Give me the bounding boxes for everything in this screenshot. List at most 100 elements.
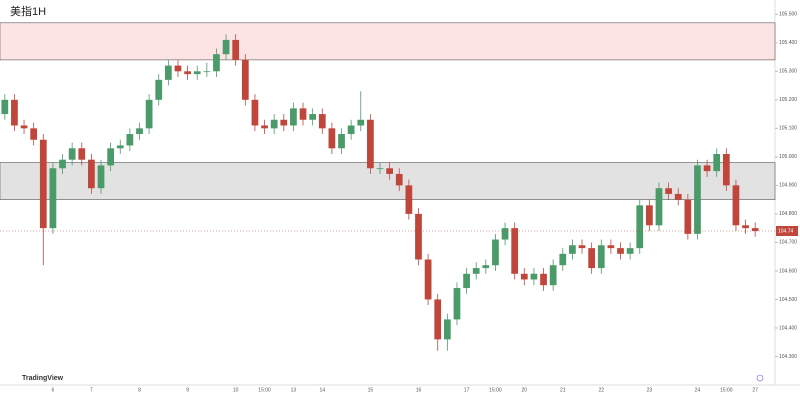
candle-body — [116, 145, 124, 149]
x-tick-label: 23 — [647, 387, 653, 393]
candle-body — [20, 125, 28, 129]
candle-body — [232, 39, 240, 60]
candle-body — [501, 228, 509, 240]
candle-body — [655, 188, 663, 226]
candle-body — [386, 168, 393, 174]
y-tick-label: 104.300 — [779, 354, 797, 360]
candle-body — [434, 299, 442, 340]
candle-body — [251, 99, 259, 126]
candle-body — [59, 159, 66, 169]
candle-body — [164, 65, 172, 80]
x-tick-label: 15:00 — [720, 387, 733, 393]
candle-body — [559, 253, 567, 266]
candle-body — [261, 125, 268, 129]
x-tick-label: 24 — [695, 387, 701, 393]
candle-body — [241, 59, 249, 100]
candle-body — [309, 114, 317, 120]
y-tick-label: 104.700 — [779, 240, 797, 246]
candle-body — [520, 273, 528, 280]
candle-body — [443, 319, 451, 340]
candle-body — [665, 188, 672, 194]
candle-body — [530, 273, 538, 280]
candle-body — [174, 65, 182, 72]
candle-body — [636, 205, 644, 249]
candle-body — [492, 239, 499, 266]
candle-body — [415, 213, 422, 260]
candle-body — [290, 108, 297, 126]
x-tick-label: 8 — [138, 387, 141, 393]
candle-body — [395, 173, 403, 186]
candle-body — [299, 108, 307, 120]
x-tick-label: 17 — [464, 387, 470, 393]
last-price-tag — [776, 226, 798, 236]
candle-body — [751, 228, 759, 231]
y-tick-label: 105.500 — [779, 12, 797, 18]
candle-body — [68, 148, 76, 160]
x-tick-label: 15 — [368, 387, 374, 393]
x-tick-label: 22 — [598, 387, 604, 393]
candle-body — [617, 248, 624, 254]
chart-title: 美指1H — [10, 4, 46, 18]
candle-body — [222, 39, 230, 55]
candle-body — [97, 165, 105, 189]
candle-body — [126, 134, 134, 146]
candle-body — [694, 165, 701, 234]
candle-body — [11, 99, 18, 126]
candle-body — [684, 199, 692, 234]
x-tick-label: 21 — [560, 387, 566, 393]
x-tick-label: 9 — [186, 387, 189, 393]
candle-body — [318, 114, 326, 129]
candle-body — [626, 248, 634, 254]
y-tick-label: 104.500 — [779, 297, 797, 303]
y-tick-label: 105.100 — [779, 126, 797, 132]
zone — [0, 162, 776, 200]
candle-body — [193, 71, 201, 75]
y-tick-label: 104.900 — [779, 183, 797, 189]
candle-body — [511, 228, 519, 274]
candle-body — [184, 71, 191, 75]
y-tick-label: 104.600 — [779, 268, 797, 274]
candle-body — [136, 128, 143, 135]
candle-body — [674, 193, 682, 200]
candle-body — [357, 119, 365, 126]
candle-body — [1, 99, 9, 115]
candle-body — [155, 79, 163, 100]
candle-body — [347, 125, 355, 135]
candle-body — [49, 168, 57, 229]
x-tick-label: 7 — [90, 387, 93, 393]
x-tick-label: 16 — [416, 387, 422, 393]
candle-body — [203, 71, 211, 73]
y-tick-label: 105.400 — [779, 40, 797, 46]
last-price-label: 104.74 — [778, 228, 794, 234]
x-tick-label: 20 — [522, 387, 528, 393]
x-tick-label: 15:00 — [489, 387, 502, 393]
candle-body — [482, 265, 490, 269]
x-tick-label: 15:00 — [258, 387, 271, 393]
x-tick-label: 13 — [291, 387, 297, 393]
x-tick-label: 27 — [752, 387, 758, 393]
candle-body — [424, 259, 432, 300]
y-tick-label: 105.300 — [779, 69, 797, 75]
candle-body — [367, 119, 374, 169]
candle-body — [78, 148, 86, 160]
x-tick-label: 14 — [319, 387, 325, 393]
watermark: TradingView — [22, 375, 64, 382]
candle-body — [453, 288, 461, 320]
candle-body — [88, 159, 95, 189]
candle-body — [607, 245, 615, 249]
candle-body — [39, 139, 47, 229]
candle-body — [338, 134, 345, 149]
candle-body — [540, 273, 547, 286]
y-tick-label: 104.400 — [779, 325, 797, 331]
x-tick-label: 6 — [52, 387, 55, 393]
candle-body — [646, 205, 653, 226]
candle-body — [213, 54, 220, 72]
settings-icon[interactable] — [756, 374, 764, 382]
candle-body — [742, 225, 749, 229]
y-tick-label: 105.200 — [779, 97, 797, 103]
candle-body — [732, 185, 740, 226]
candle-body — [713, 154, 721, 172]
